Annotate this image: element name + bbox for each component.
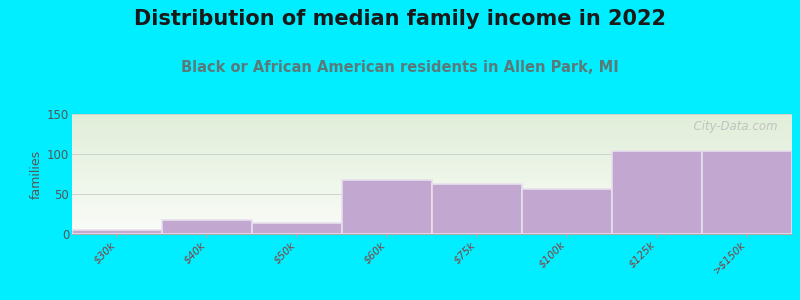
Bar: [72, 230, 162, 234]
Text: City-Data.com: City-Data.com: [686, 120, 778, 133]
Bar: [432, 184, 522, 234]
Bar: [342, 180, 432, 234]
Bar: [162, 220, 252, 234]
Bar: [522, 189, 612, 234]
Bar: [252, 223, 342, 234]
Y-axis label: families: families: [30, 149, 43, 199]
Bar: [612, 151, 702, 234]
Text: Distribution of median family income in 2022: Distribution of median family income in …: [134, 9, 666, 29]
Text: Black or African American residents in Allen Park, MI: Black or African American residents in A…: [181, 60, 619, 75]
Bar: [702, 151, 792, 234]
